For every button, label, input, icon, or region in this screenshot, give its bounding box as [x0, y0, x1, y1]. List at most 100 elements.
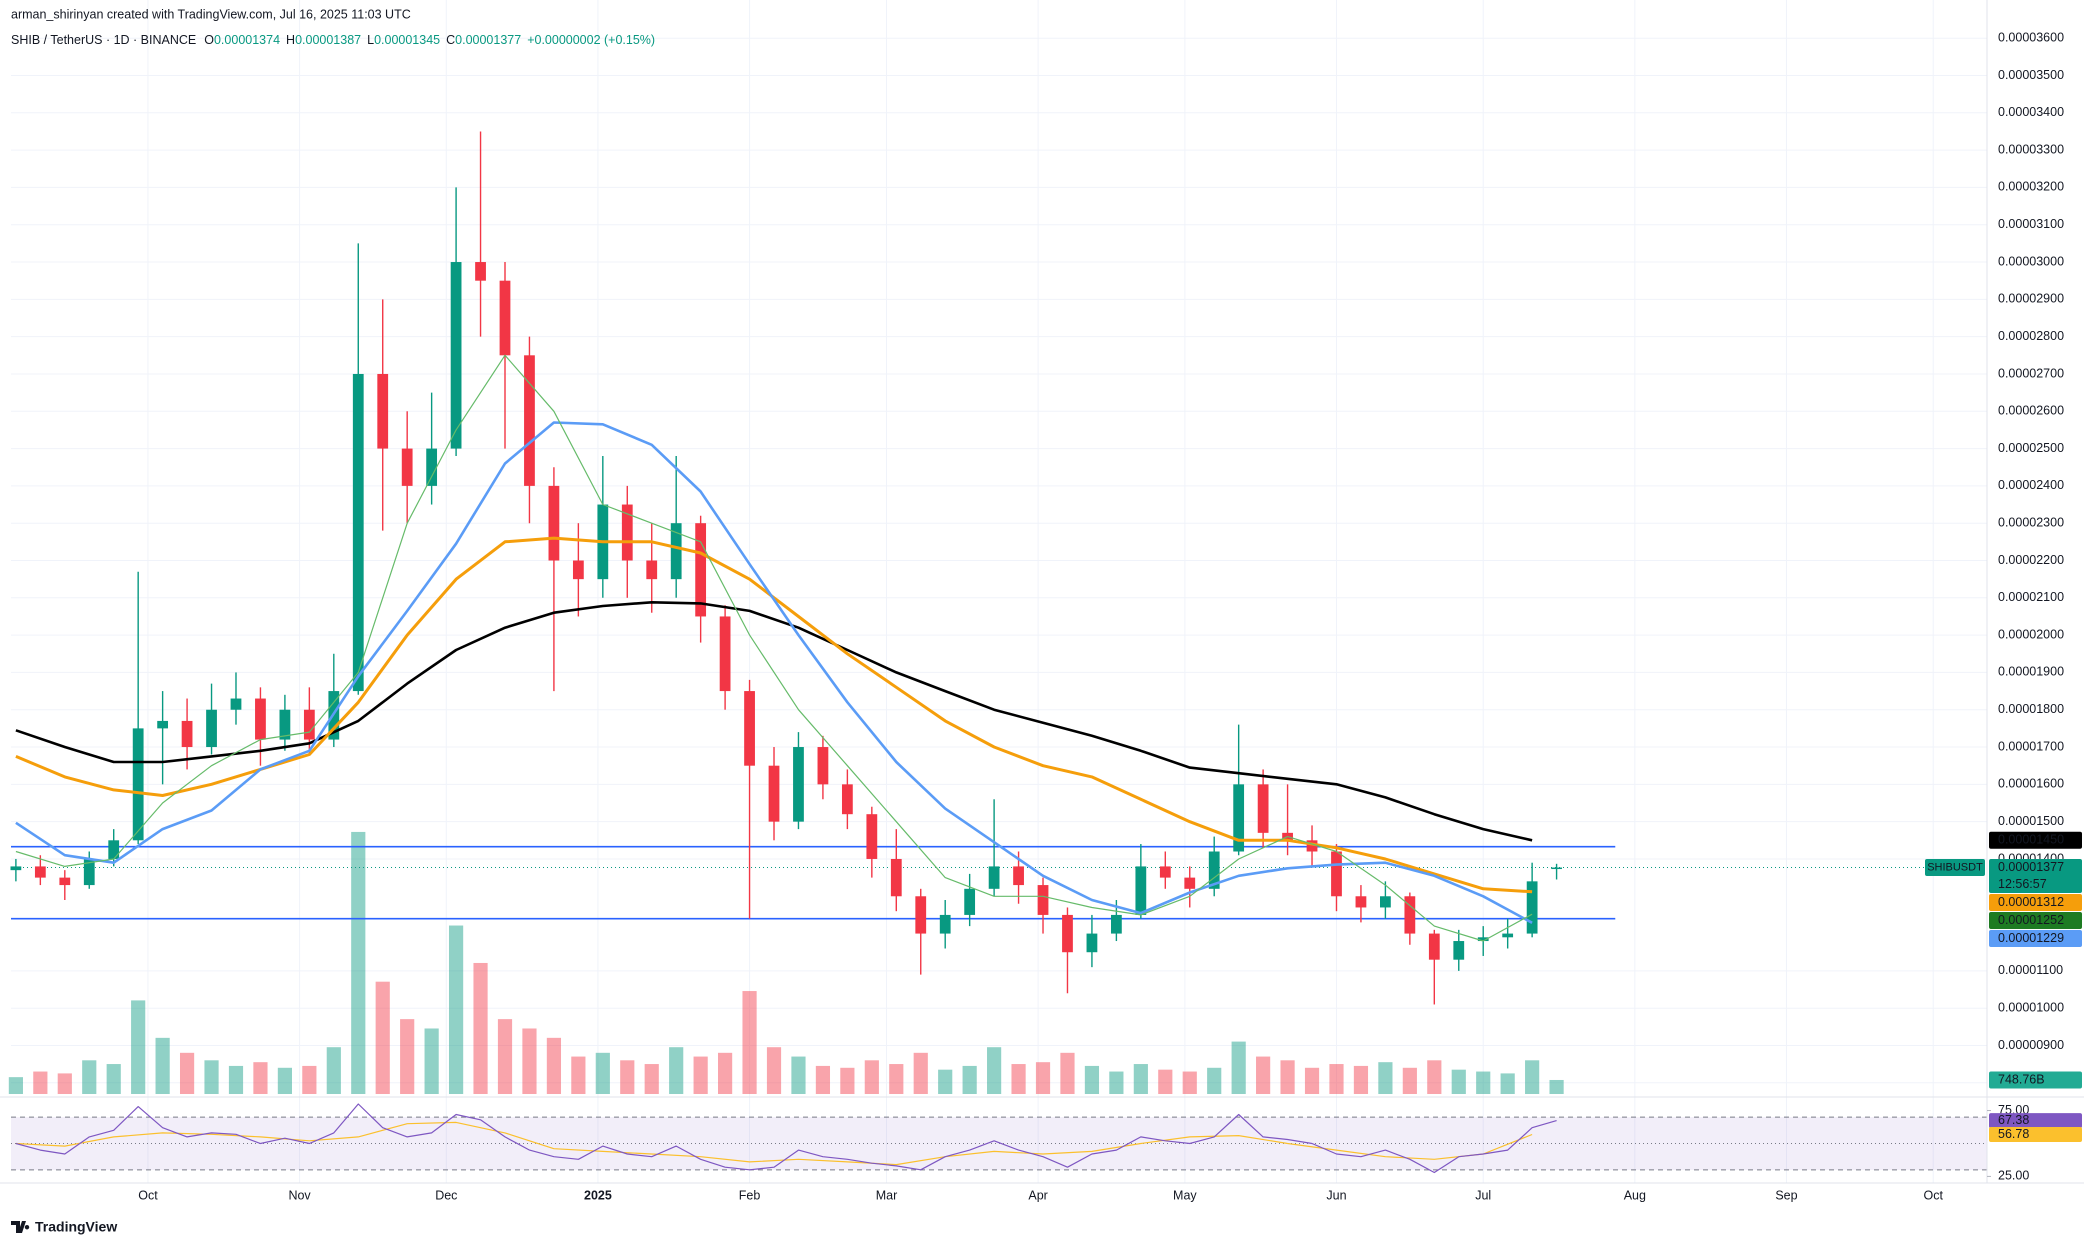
volume-bar — [424, 1028, 439, 1094]
y-tick-label: 0.00001500 — [1998, 814, 2064, 828]
candle-body — [988, 866, 1000, 889]
legend-change: +0.00000002 (+0.15%) — [527, 33, 655, 47]
legend-key: C — [446, 33, 455, 47]
volume-bar — [277, 1067, 292, 1094]
volume-bar — [913, 1052, 928, 1094]
x-tick-label: Mar — [876, 1188, 898, 1202]
volume-bar — [1182, 1071, 1197, 1094]
candle-body — [621, 504, 633, 561]
candle-body — [695, 523, 707, 617]
candle-body — [303, 709, 315, 740]
volume-bar — [1035, 1062, 1051, 1094]
candle-body — [1428, 933, 1440, 960]
candle-body — [1551, 867, 1562, 870]
volume-bar — [766, 1047, 782, 1094]
y-tick-label: 0.00001600 — [1998, 777, 2064, 791]
volume-bar — [1427, 1060, 1442, 1094]
volume-bar — [571, 1056, 586, 1094]
y-tick-label: 0.00000900 — [1998, 1038, 2064, 1052]
grid — [11, 0, 1987, 1183]
y-tick-label: 0.00003400 — [1998, 105, 2064, 119]
volume-bar — [1402, 1067, 1417, 1094]
candle-body — [890, 858, 902, 897]
x-tick-label: Jun — [1326, 1188, 1346, 1202]
price-tag — [1989, 859, 2082, 894]
candle-body — [1208, 851, 1220, 889]
volume-bar — [1329, 1064, 1344, 1094]
volume-bar — [1353, 1065, 1369, 1094]
volume-bar — [473, 962, 488, 1094]
volume-bar — [82, 1060, 97, 1094]
volume-tag — [1989, 1071, 2082, 1089]
candle-body — [1331, 851, 1342, 897]
volume-bar — [1060, 1052, 1075, 1094]
header: arman_shirinyan created with TradingView… — [11, 7, 411, 21]
candle-body — [1086, 933, 1098, 953]
candle-body — [206, 709, 217, 748]
candle-body — [670, 523, 682, 580]
candle-body — [230, 698, 242, 710]
volume-bar — [1280, 1060, 1295, 1094]
candle-body — [1037, 885, 1049, 915]
x-tick-label: Apr — [1028, 1188, 1047, 1202]
price-tags: 0.00001450 0.00001377 12:56:57 SHIBUSDT 0.00… — [1925, 831, 2082, 1143]
candle-body — [10, 866, 22, 871]
rsi-line — [15, 1103, 1557, 1174]
volume-bar — [864, 1060, 879, 1094]
candle-body — [1404, 896, 1416, 934]
volume-bar — [840, 1067, 855, 1094]
candle-body — [793, 747, 804, 822]
candle-body — [1477, 937, 1489, 942]
volume-bar — [106, 1064, 121, 1094]
candle-body — [59, 877, 71, 886]
x-tick-label: 2025 — [584, 1188, 612, 1202]
candle-body — [83, 858, 95, 886]
candle-body — [841, 784, 853, 815]
candle-body — [1159, 866, 1171, 878]
candle-body — [1502, 933, 1514, 938]
candle-body — [352, 373, 364, 692]
candle-body — [719, 616, 731, 692]
volume-bar — [1133, 1064, 1148, 1094]
volume-bar — [57, 1073, 72, 1094]
moving-average — [15, 354, 1533, 942]
volume-bar — [644, 1064, 659, 1094]
volume-bar — [302, 1065, 317, 1094]
candle-body — [1306, 840, 1318, 852]
logo-icon — [11, 1221, 30, 1233]
volume-bar — [1476, 1071, 1491, 1094]
rsi-ma-line — [15, 1121, 1533, 1166]
y-tick-label: 0.00002200 — [1998, 553, 2064, 567]
volume-bar — [1158, 1069, 1173, 1094]
price-tag-label: 0.00001312 — [1998, 895, 2064, 909]
volume-bar — [742, 991, 757, 1094]
y-tick-label: 0.00003300 — [1998, 142, 2064, 156]
price-tag-label: 0.00001377 — [1998, 860, 2064, 874]
volume-bar — [693, 1056, 708, 1094]
volume-bar — [1549, 1079, 1564, 1094]
candle-body — [401, 448, 413, 486]
candle-body — [108, 840, 120, 859]
y-tick-label: 0.00002300 — [1998, 515, 2064, 529]
candle-body — [866, 814, 878, 859]
volume-bar — [791, 1056, 806, 1094]
legend: SHIB / TetherUS · 1D · BINANCE O0.0000137… — [11, 33, 655, 47]
legend-symbol: SHIB / TetherUS · 1D · BINANCE — [11, 33, 196, 47]
candle-body — [279, 709, 291, 740]
volume-bar — [228, 1065, 244, 1094]
volume-bar — [1011, 1064, 1026, 1094]
y-tick-label: 0.00002500 — [1998, 441, 2064, 455]
candle-body — [572, 560, 584, 580]
candle-body — [377, 373, 389, 449]
candle-body — [1062, 914, 1073, 953]
x-tick-label: Oct — [1923, 1188, 1943, 1202]
candle-body — [1110, 914, 1122, 934]
y-tick-label: 0.00001100 — [1998, 963, 2063, 977]
volume-bar — [962, 1065, 977, 1094]
volume-tag-label: 748.76B — [1998, 1072, 2045, 1086]
price-tag — [1989, 930, 2082, 948]
y-tick-label: 0.00003600 — [1998, 30, 2064, 44]
candle-body — [939, 914, 951, 934]
volume-bar — [522, 1028, 537, 1094]
